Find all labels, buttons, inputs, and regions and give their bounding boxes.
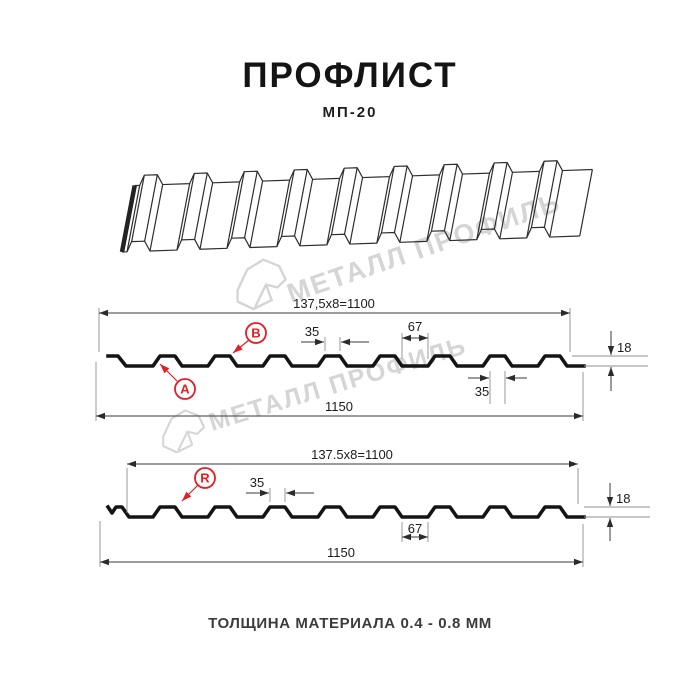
dim-label: 67 bbox=[408, 319, 422, 334]
watermark-layer: МЕТАЛЛ ПРОФИЛЬ МЕТАЛЛ ПРОФИЛЬ bbox=[162, 187, 565, 454]
dim-trough-width-top: 67 bbox=[401, 319, 429, 359]
cross-section-bottom: 137.5x8=1100 35 67 18 bbox=[99, 447, 650, 567]
callout-letter: A bbox=[180, 382, 190, 397]
dim-height-bottom: 18 bbox=[584, 483, 650, 541]
profile-outline-bottom bbox=[105, 504, 586, 519]
dim-label: 18 bbox=[617, 340, 631, 355]
dim-trough-width-bottom: 67 bbox=[401, 521, 429, 542]
dim-overall-width-top: 1150 bbox=[95, 362, 584, 421]
dim-label: 1150 bbox=[325, 399, 353, 414]
brand-watermark-text: МЕТАЛЛ ПРОФИЛЬ bbox=[283, 187, 564, 309]
dim-rib-top-width-top: 35 bbox=[301, 324, 369, 351]
dim-label: 35 bbox=[250, 475, 264, 490]
dim-pitch-bottom: 137.5x8=1100 bbox=[126, 447, 579, 513]
page-header: ПРОФЛИСТ МП-20 bbox=[0, 56, 700, 121]
callout-circle bbox=[245, 322, 267, 344]
material-thickness-note: ТОЛЩИНА МАТЕРИАЛА 0.4 - 0.8 ММ bbox=[208, 615, 492, 632]
cross-section-top: 137,5x8=1100 35 67 35 bbox=[95, 296, 648, 421]
sheet-3d-view bbox=[119, 160, 593, 253]
callout-r: R bbox=[181, 467, 216, 502]
dim-label: 67 bbox=[408, 521, 422, 536]
dim-rib-top-width-lower: 35 bbox=[468, 371, 527, 404]
dim-pitch-top: 137,5x8=1100 bbox=[98, 296, 571, 352]
callout-letter: B bbox=[251, 326, 260, 341]
dim-rib-top-width-bottom: 35 bbox=[246, 475, 314, 502]
profile-outline-top bbox=[106, 354, 586, 368]
callout-letter: R bbox=[200, 471, 210, 486]
brand-watermark-text: МЕТАЛЛ ПРОФИЛЬ bbox=[206, 332, 471, 437]
callout-circle bbox=[174, 378, 196, 400]
callout-b: B bbox=[232, 322, 267, 354]
dim-label: 35 bbox=[475, 384, 489, 399]
brand-logo-watermark bbox=[236, 258, 287, 311]
dim-height-top: 18 bbox=[572, 331, 648, 391]
dim-label: 137.5x8=1100 bbox=[311, 447, 393, 462]
page-title: ПРОФЛИСТ bbox=[242, 56, 458, 95]
callout-a: A bbox=[159, 363, 196, 400]
brand-logo-watermark bbox=[162, 409, 206, 454]
dim-overall-width-bottom: 1150 bbox=[99, 521, 584, 567]
dim-label: 35 bbox=[305, 324, 319, 339]
dim-label: 1150 bbox=[327, 545, 355, 560]
dim-label: 137,5x8=1100 bbox=[293, 296, 375, 311]
callout-circle bbox=[194, 467, 216, 489]
page-subtitle: МП-20 bbox=[322, 104, 378, 121]
dim-label: 18 bbox=[616, 491, 630, 506]
